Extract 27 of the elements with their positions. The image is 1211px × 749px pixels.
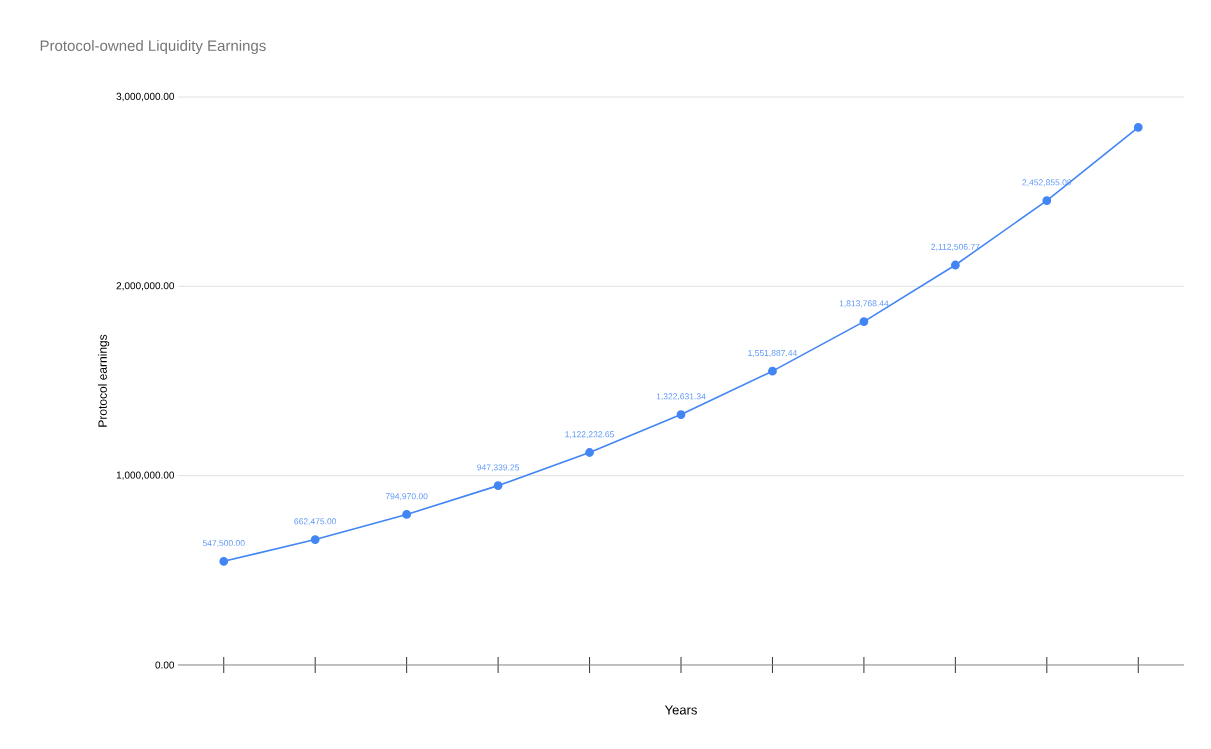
point — [676, 410, 686, 419]
point — [768, 366, 777, 376]
point — [310, 535, 320, 544]
data-label: 794,970.00 — [385, 493, 428, 501]
data-label: 947,339.25 — [477, 464, 519, 472]
data-label: 2,112,506.77 — [931, 243, 980, 251]
point — [950, 260, 960, 270]
point — [585, 448, 594, 457]
y-tick-label: 3,000,000.00 — [116, 92, 175, 102]
data-label: 1,122,232.65 — [565, 431, 614, 439]
x-axis-title: Years — [664, 705, 697, 715]
data-label: 1,813,768.44 — [839, 300, 889, 308]
y-tick-label: 1,000,000.00 — [116, 471, 175, 480]
point — [493, 481, 503, 491]
y-tick-label: 0.00 — [155, 661, 175, 669]
data-label: 662,475.00 — [294, 518, 337, 526]
data-label: 1,322,631.34 — [656, 393, 706, 401]
chart-title: Protocol-owned Liquidity Earnings — [40, 40, 266, 54]
data-label: 547,500.00 — [202, 540, 245, 548]
point — [219, 556, 229, 566]
y-tick-label: 2,000,000.00 — [116, 282, 175, 291]
data-label: 1,551,887.44 — [748, 349, 798, 357]
point — [1042, 196, 1052, 205]
point — [859, 317, 869, 326]
point — [402, 510, 412, 519]
point — [1133, 122, 1143, 132]
y-axis-title: Protocol earnings — [98, 334, 110, 427]
